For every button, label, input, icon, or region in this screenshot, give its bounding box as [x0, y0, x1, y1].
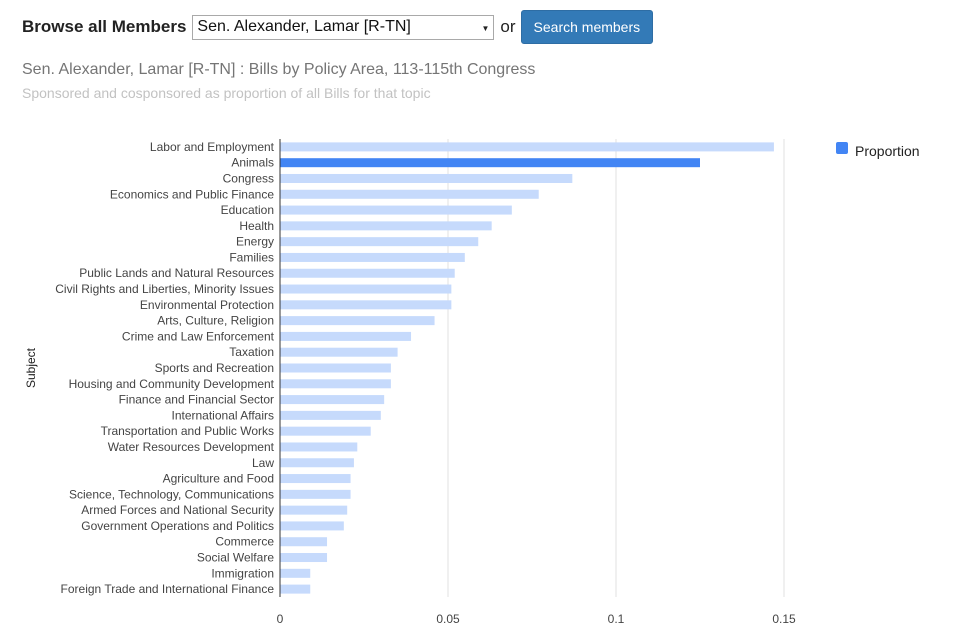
- bar: [280, 331, 412, 341]
- category-label: Energy: [236, 235, 274, 249]
- category-label: Housing and Community Development: [69, 377, 275, 391]
- category-label: Arts, Culture, Religion: [157, 314, 274, 328]
- bar: [280, 189, 539, 199]
- y-axis-title: Subject: [24, 347, 38, 388]
- x-tick-label: 0.15: [772, 612, 796, 626]
- bar: [280, 268, 455, 278]
- bar: [280, 252, 465, 262]
- bar: [280, 505, 348, 515]
- category-label: Families: [229, 250, 274, 264]
- category-label: Education: [221, 203, 274, 217]
- category-label: Congress: [223, 171, 274, 185]
- category-label: Foreign Trade and International Finance: [61, 582, 275, 596]
- bar: [280, 316, 435, 326]
- category-label: Public Lands and Natural Resources: [79, 266, 274, 280]
- legend-label: Proportion: [855, 143, 920, 159]
- category-label: Animals: [231, 156, 274, 170]
- category-label: Environmental Protection: [140, 298, 274, 312]
- bar: [280, 568, 311, 578]
- category-label: Sports and Recreation: [155, 361, 274, 375]
- bar: [280, 347, 398, 357]
- category-label: International Affairs: [171, 408, 274, 422]
- x-tick-label: 0.1: [608, 612, 625, 626]
- bar: [280, 410, 381, 420]
- bar: [280, 458, 354, 468]
- category-label: Civil Rights and Liberties, Minority Iss…: [55, 282, 274, 296]
- bar: [280, 521, 344, 531]
- chart-subtitle: Sponsored and cosponsored as proportion …: [22, 85, 431, 101]
- category-label: Agriculture and Food: [163, 472, 274, 486]
- bar: [280, 426, 371, 436]
- category-label: Commerce: [215, 535, 274, 549]
- bar: [280, 553, 328, 563]
- bar: [280, 284, 452, 294]
- category-label: Armed Forces and National Security: [81, 503, 274, 517]
- category-label: Government Operations and Politics: [81, 519, 274, 533]
- search-members-button[interactable]: Search members: [520, 10, 654, 44]
- x-tick-label: 0: [277, 612, 284, 626]
- bar: [280, 221, 492, 231]
- browse-label: Browse all Members: [22, 17, 187, 36]
- category-label: Taxation: [229, 345, 274, 359]
- bar: [280, 442, 358, 452]
- bar: [280, 395, 385, 405]
- bar: [280, 537, 328, 547]
- category-label: Finance and Financial Sector: [119, 393, 274, 407]
- bar: [280, 489, 351, 499]
- member-select-value: Sen. Alexander, Lamar [R-TN]: [197, 18, 411, 35]
- category-label: Social Welfare: [197, 551, 274, 565]
- category-label: Economics and Public Finance: [110, 187, 274, 201]
- bar: [280, 205, 512, 215]
- legend-swatch: [836, 142, 848, 154]
- category-label: Crime and Law Enforcement: [122, 329, 275, 343]
- bar: [280, 363, 391, 373]
- or-label: or: [500, 17, 516, 36]
- chevron-down-icon: ▼: [481, 23, 490, 33]
- chart-title: Sen. Alexander, Lamar [R-TN] : Bills by …: [22, 61, 536, 78]
- member-browse-bar: Browse all Members Sen. Alexander, Lamar…: [22, 10, 654, 44]
- category-label: Transportation and Public Works: [101, 424, 274, 438]
- bar: [280, 237, 479, 247]
- bar: [280, 142, 774, 152]
- category-label: Immigration: [211, 566, 274, 580]
- bar: [280, 584, 311, 594]
- bar: [280, 474, 351, 484]
- category-label: Law: [252, 456, 274, 470]
- bar: [280, 379, 391, 389]
- member-select[interactable]: Sen. Alexander, Lamar [R-TN] ▼: [192, 14, 495, 40]
- x-tick-label: 0.05: [436, 612, 460, 626]
- bar: [280, 173, 573, 183]
- category-label: Water Resources Development: [108, 440, 275, 454]
- bar: [280, 300, 452, 310]
- category-label: Labor and Employment: [150, 140, 275, 154]
- bar: [280, 158, 700, 168]
- category-label: Health: [239, 219, 274, 233]
- category-label: Science, Technology, Communications: [69, 487, 274, 501]
